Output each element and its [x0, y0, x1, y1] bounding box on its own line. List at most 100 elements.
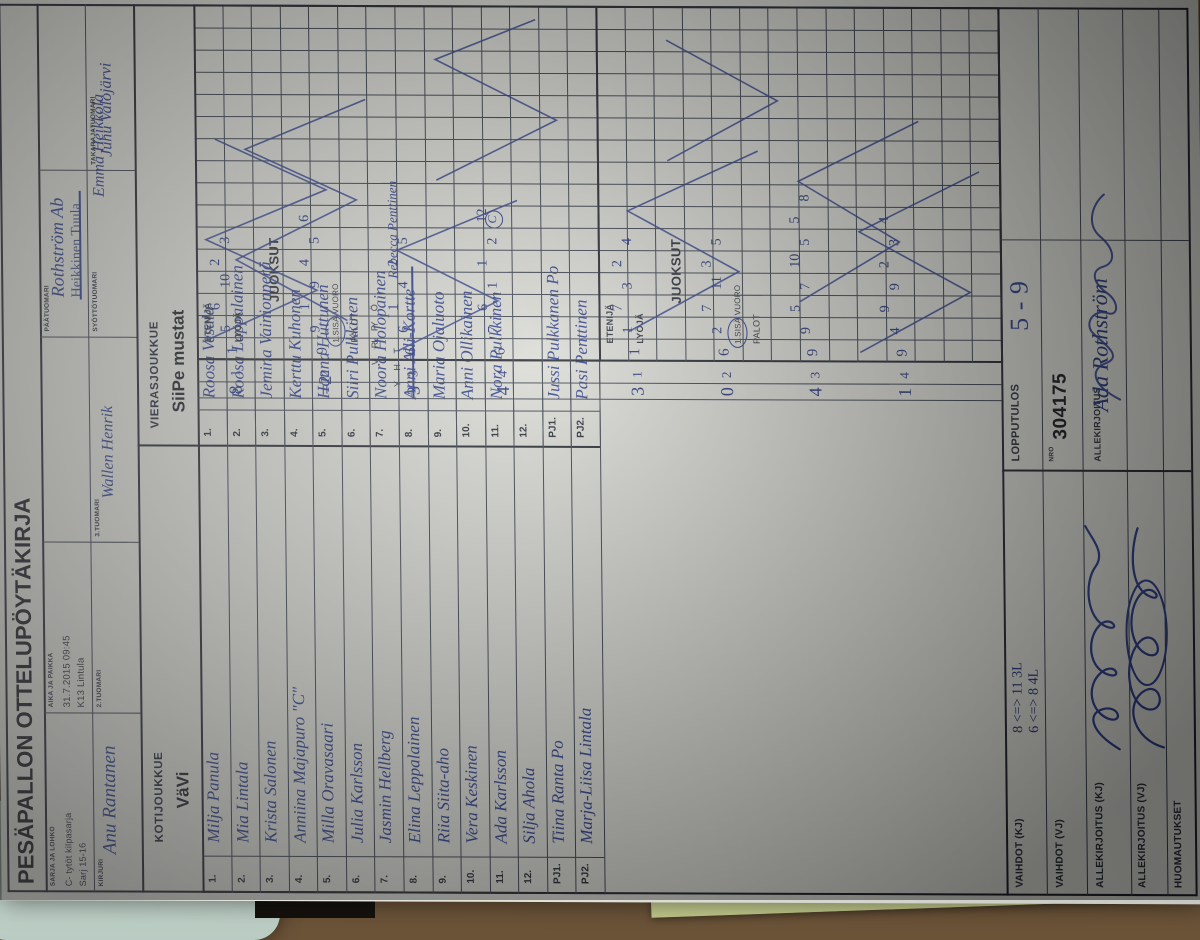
bottom-h3 — [1122, 7, 1133, 897]
value-strikeout-note: Heikkinen Tuula — [68, 203, 85, 298]
bottom-h2 — [1077, 7, 1089, 896]
document-title: PESÄPALLON OTTELUPÖYTÄKIRJA — [9, 497, 39, 885]
score-cell-value: 0 — [716, 387, 737, 397]
score-cell-value: 8 — [225, 385, 246, 395]
roster-player-name: Milja Panula — [203, 751, 224, 843]
score-cell-value: 3 — [405, 370, 421, 378]
roster-row-number: 1. — [202, 428, 214, 437]
roster-player-name: Julia Karlsson — [346, 742, 367, 844]
label-sig-home: ALLEKIRJOITUS (KJ) — [1093, 782, 1107, 888]
roster-row-number: 7. — [379, 874, 391, 884]
roster-row-number: 12. — [523, 869, 535, 884]
scoresheet-photo: PESÄPALLON OTTELUPÖYTÄKIRJA SARJA JA LOH… — [0, 0, 1200, 905]
roster-row-number: 6. — [346, 428, 358, 438]
roster-row-number: 6. — [351, 874, 363, 884]
value-scorer: Anu Rantanen — [98, 745, 121, 855]
label-notes: HUOMAUTUKSET — [1172, 800, 1185, 889]
score-cell-value: 3 — [627, 386, 648, 396]
roster-row-number: PJ2. — [575, 417, 588, 438]
score-cell-value: 2 — [316, 370, 332, 377]
score-cell-value: =2 — [314, 375, 335, 395]
roster-player-name: Elina Leppalainen — [403, 716, 425, 844]
value-series-2: Sarj 15-16 — [77, 842, 88, 887]
value-datetime-2: K13 Lintula — [75, 657, 88, 708]
frame-top — [0, 3, 10, 893]
roster-row-number: 7. — [375, 428, 387, 438]
roster-row-number: 9. — [432, 428, 444, 438]
score-cell-value: 2 — [718, 371, 734, 379]
value-series-1: C- tytöt kilpasarja — [63, 812, 74, 887]
roster-row-number: 2. — [236, 874, 248, 883]
roster-player-name: Tiina Ranta Po — [547, 740, 568, 844]
roster-player-name: Mia Lintala — [231, 761, 252, 843]
value-referee1: Rothström Ab — [46, 197, 68, 298]
score-cell-value: 3 — [807, 371, 823, 379]
value-referee3: Wallen Henrik — [99, 405, 118, 499]
value-rearjudge: Juhu Valojärvi — [97, 62, 116, 157]
roster-row-number: 2. — [231, 428, 243, 437]
roster-row-number: 8. — [408, 875, 420, 884]
value-final-result: 5 - 9 — [1004, 280, 1034, 331]
label-subs-away: VAIHDOT (VJ) — [1054, 819, 1066, 888]
bottom-h1 — [1037, 7, 1048, 896]
roster-row-number: 4. — [288, 428, 301, 437]
roster-row-number: 5. — [322, 874, 334, 884]
score-cell-value: 3 — [403, 386, 424, 396]
sub-note-home-1: 8 <=> 11 3L — [1010, 662, 1027, 733]
label-subs-home: VAIHDOT (KJ) — [1013, 818, 1026, 888]
score-cell-value: 1 — [894, 387, 915, 397]
roster-row-number: 12. — [518, 423, 530, 438]
label-series: SARJA JA LOHKO — [49, 826, 57, 887]
roster-player-name: Krista Salonen — [260, 740, 281, 843]
roster-player-name: Anniina Majapuro "C" — [288, 686, 310, 843]
bottom-h4 — [1158, 7, 1169, 897]
roster-player-name: Silja Ahola — [519, 767, 540, 844]
roster-row-number: 10. — [461, 423, 473, 438]
roster-row-divider — [512, 361, 515, 448]
label-nro: NRO — [1048, 446, 1056, 462]
roster-row-number: 11. — [489, 424, 502, 438]
scoring-handwriting: 8 =2 3 4 1 2 3 4 1 9 6 6 5 6 10 2 3 9 1 9 4 5 6 6 1 4 2 5 7 6 1 1 2 12 3 0 4… — [0, 0, 980, 900]
run-path-diagonals — [203, 18, 980, 354]
label-sig-away: ALLEKIRJOITUS (VJ) — [1136, 782, 1149, 889]
roster-row-divider — [599, 361, 601, 448]
roster-row-number: PJ2. — [580, 863, 592, 885]
team-band-divider — [137, 444, 198, 447]
main-signature-scribble — [1088, 193, 1122, 401]
score-cell-value: 4 — [494, 370, 510, 378]
away-team-name: SiiPe mustat — [168, 309, 189, 413]
sub-note-home-2: 6 <=> 8 4L — [1026, 668, 1043, 733]
roster-player-name: Jasmin Hellberg — [375, 730, 396, 844]
hdr-h2 — [133, 4, 145, 893]
score-cell-value: 1 — [227, 369, 243, 377]
frame-bottom — [1186, 7, 1198, 897]
roster-row-number: 10. — [465, 869, 478, 884]
bottom-v-mid — [1002, 469, 1192, 473]
scoresheet-paper: PESÄPALLON OTTELUPÖYTÄKIRJA SARJA JA LOH… — [0, 0, 1200, 905]
label-referee2: 2.TUOMARI — [95, 669, 104, 708]
away-coach-signature — [1125, 527, 1168, 749]
value-nro: 304175 — [1049, 372, 1072, 440]
label-scorer: KIRJURI — [97, 858, 106, 887]
score-cell-value: 1 — [629, 371, 645, 378]
label-final-result: LOPPUTULOS — [1009, 383, 1023, 462]
roster-row-number: PJ1. — [551, 863, 564, 884]
roster-row-number: 3. — [264, 874, 277, 883]
score-cell-value: 4 — [492, 386, 513, 396]
home-team-name: VäVi — [173, 771, 193, 809]
home-team-label: KOTIJOUKKUE — [152, 751, 166, 843]
roster-row-number: 8. — [403, 428, 415, 438]
roster-row-number: 11. — [494, 870, 506, 884]
roster-row-number: 4. — [293, 874, 305, 884]
label-referee3: 3.TUOMARI — [93, 498, 102, 537]
roster-row-number: 1. — [207, 874, 219, 883]
home-coach-signature — [1084, 524, 1121, 751]
roster-row-number: 3. — [260, 428, 272, 437]
roster-row-number: 9. — [437, 875, 449, 884]
label-rearjudge: TAKARAJATUOMARI — [89, 96, 98, 165]
roster-player-name: Ada Karlsson — [490, 750, 511, 844]
roster-player-name: Marja-Liisa Lintala — [575, 707, 597, 844]
roster-row-number: 5. — [317, 428, 329, 437]
away-team-label: VIERASJOUKKUE — [148, 320, 162, 429]
score-cell-value: 4 — [896, 372, 912, 379]
